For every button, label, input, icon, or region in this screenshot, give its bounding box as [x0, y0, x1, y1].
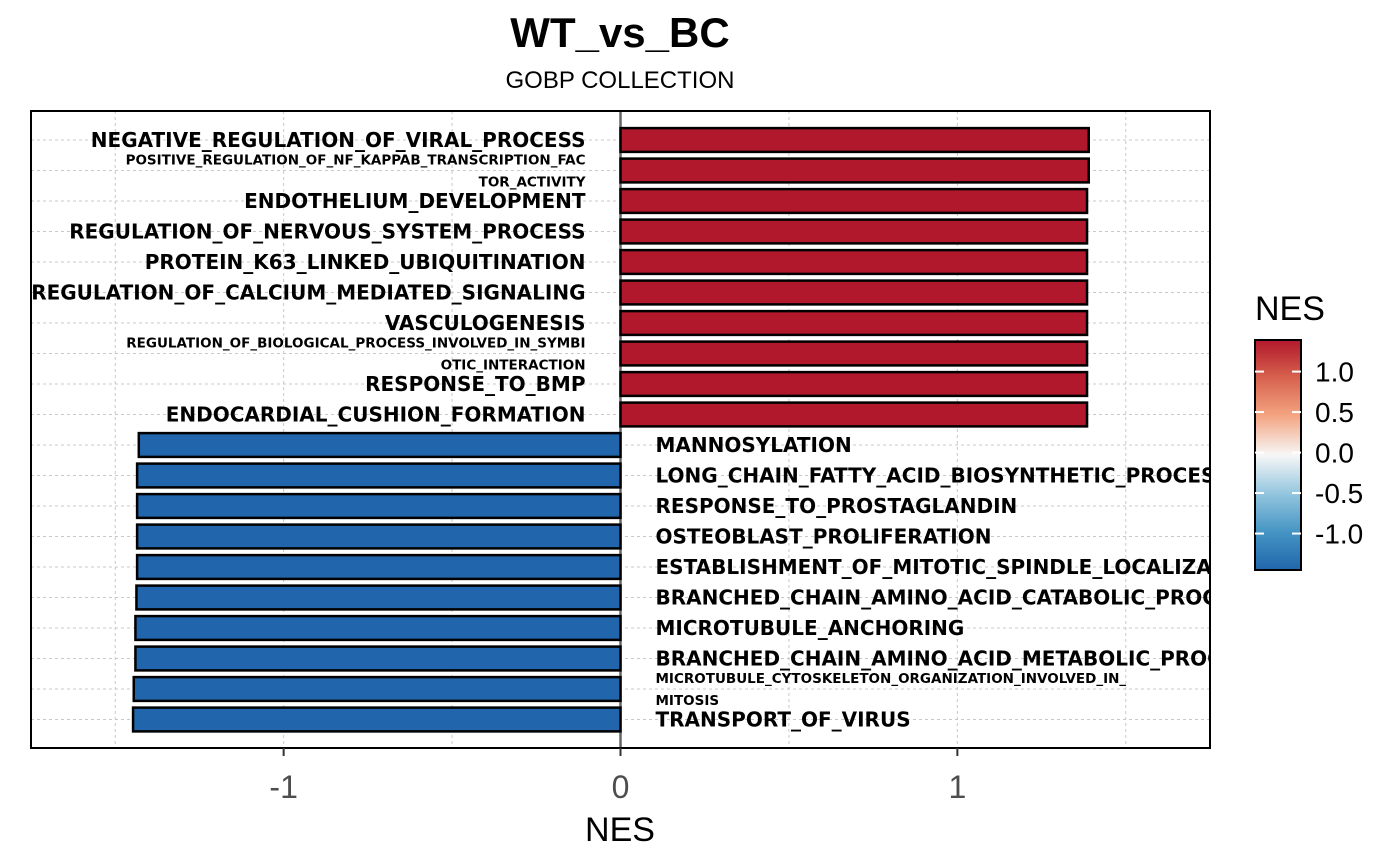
- x-axis-ticks: -1 0 1: [269, 748, 966, 805]
- bar-label: REGULATION_OF_NERVOUS_SYSTEM_PROCESS: [69, 220, 585, 244]
- x-tick-label: 0: [612, 769, 630, 805]
- bar: [619, 248, 1089, 276]
- bar-label: BRANCHED_CHAIN_AMINO_ACID_CATABOLIC_PROC…: [656, 586, 1259, 610]
- bar: [135, 492, 622, 520]
- bar: [619, 187, 1089, 215]
- bar-labels-layer: NEGATIVE_REGULATION_OF_VIRAL_PROCESSPOSI…: [31, 128, 1265, 732]
- bar: [137, 431, 622, 459]
- x-tick-label: 1: [948, 769, 966, 805]
- bar-label: POSITIVE_REGULATION_OF_NF_KAPPAB_TRANSCR…: [126, 153, 586, 169]
- bar: [619, 370, 1089, 398]
- bar: [135, 523, 622, 550]
- bar: [619, 340, 1089, 367]
- bar: [619, 279, 1089, 306]
- bar: [134, 645, 622, 672]
- bar-label: ENDOTHELIUM_DEVELOPMENT: [244, 189, 586, 213]
- bar: [619, 218, 1089, 245]
- bar-label: ESTABLISHMENT_OF_MITOTIC_SPINDLE_LOCALIZ…: [656, 555, 1265, 579]
- bar-label: NEGATIVE_REGULATION_OF_VIRAL_PROCESS: [91, 128, 586, 152]
- bar-label: BRANCHED_CHAIN_AMINO_ACID_METABOLIC_PROC…: [656, 647, 1264, 671]
- bar-label: TOR_ACTIVITY: [479, 175, 586, 191]
- bar-label: MANNOSYLATION: [656, 433, 852, 457]
- bar-label: REGULATION_OF_CALCIUM_MEDIATED_SIGNALING: [31, 281, 585, 305]
- x-axis-title: NES: [585, 811, 655, 849]
- chart-subtitle: GOBP COLLECTION: [506, 67, 735, 94]
- bar: [132, 675, 622, 703]
- bar: [619, 309, 1089, 337]
- legend-tick-label: 1.0: [1315, 357, 1354, 388]
- legend-tick-label: -0.5: [1315, 478, 1363, 509]
- chart-title: WT_vs_BC: [510, 9, 729, 56]
- bar-label: VASCULOGENESIS: [385, 311, 586, 335]
- bar-label: PROTEIN_K63_LINKED_UBIQUITINATION: [145, 250, 586, 274]
- bar-label: OTIC_INTERACTION: [441, 358, 586, 374]
- bar-label: MICROTUBULE_ANCHORING: [656, 616, 965, 640]
- bars-layer: [131, 126, 1090, 733]
- bar-label: REGULATION_OF_BIOLOGICAL_PROCESS_INVOLVE…: [126, 336, 585, 352]
- bar: [619, 157, 1090, 184]
- bar: [135, 584, 622, 611]
- bar-label: RESPONSE_TO_PROSTAGLANDIN: [656, 494, 1018, 518]
- bar: [619, 126, 1090, 154]
- bar-label: MITOSIS: [656, 693, 720, 709]
- legend-tick-label: -1.0: [1315, 519, 1363, 550]
- bar: [135, 462, 622, 489]
- legend-ticks: 1.0 0.5 0.0 -0.5 -1.0: [1255, 357, 1363, 550]
- x-tick-label: -1: [269, 769, 297, 805]
- bar-label: MICROTUBULE_CYTOSKELETON_ORGANIZATION_IN…: [656, 671, 1127, 687]
- bar-label: OSTEOBLAST_PROLIFERATION: [656, 525, 992, 549]
- bar-label: RESPONSE_TO_BMP: [365, 372, 585, 396]
- bar-label: LONG_CHAIN_FATTY_ACID_BIOSYNTHETIC_PROCE…: [656, 464, 1229, 488]
- bar-label: ENDOCARDIAL_CUSHION_FORMATION: [166, 403, 586, 427]
- legend-title: NES: [1255, 290, 1325, 328]
- legend-tick-label: 0.0: [1315, 438, 1354, 469]
- bar-label: TRANSPORT_OF_VIRUS: [656, 708, 911, 732]
- bar: [131, 706, 622, 733]
- legend-colorbar: [1254, 339, 1302, 571]
- bar: [135, 553, 622, 581]
- legend-tick-label: 0.5: [1315, 397, 1354, 428]
- bar: [134, 614, 622, 642]
- bar: [619, 401, 1089, 428]
